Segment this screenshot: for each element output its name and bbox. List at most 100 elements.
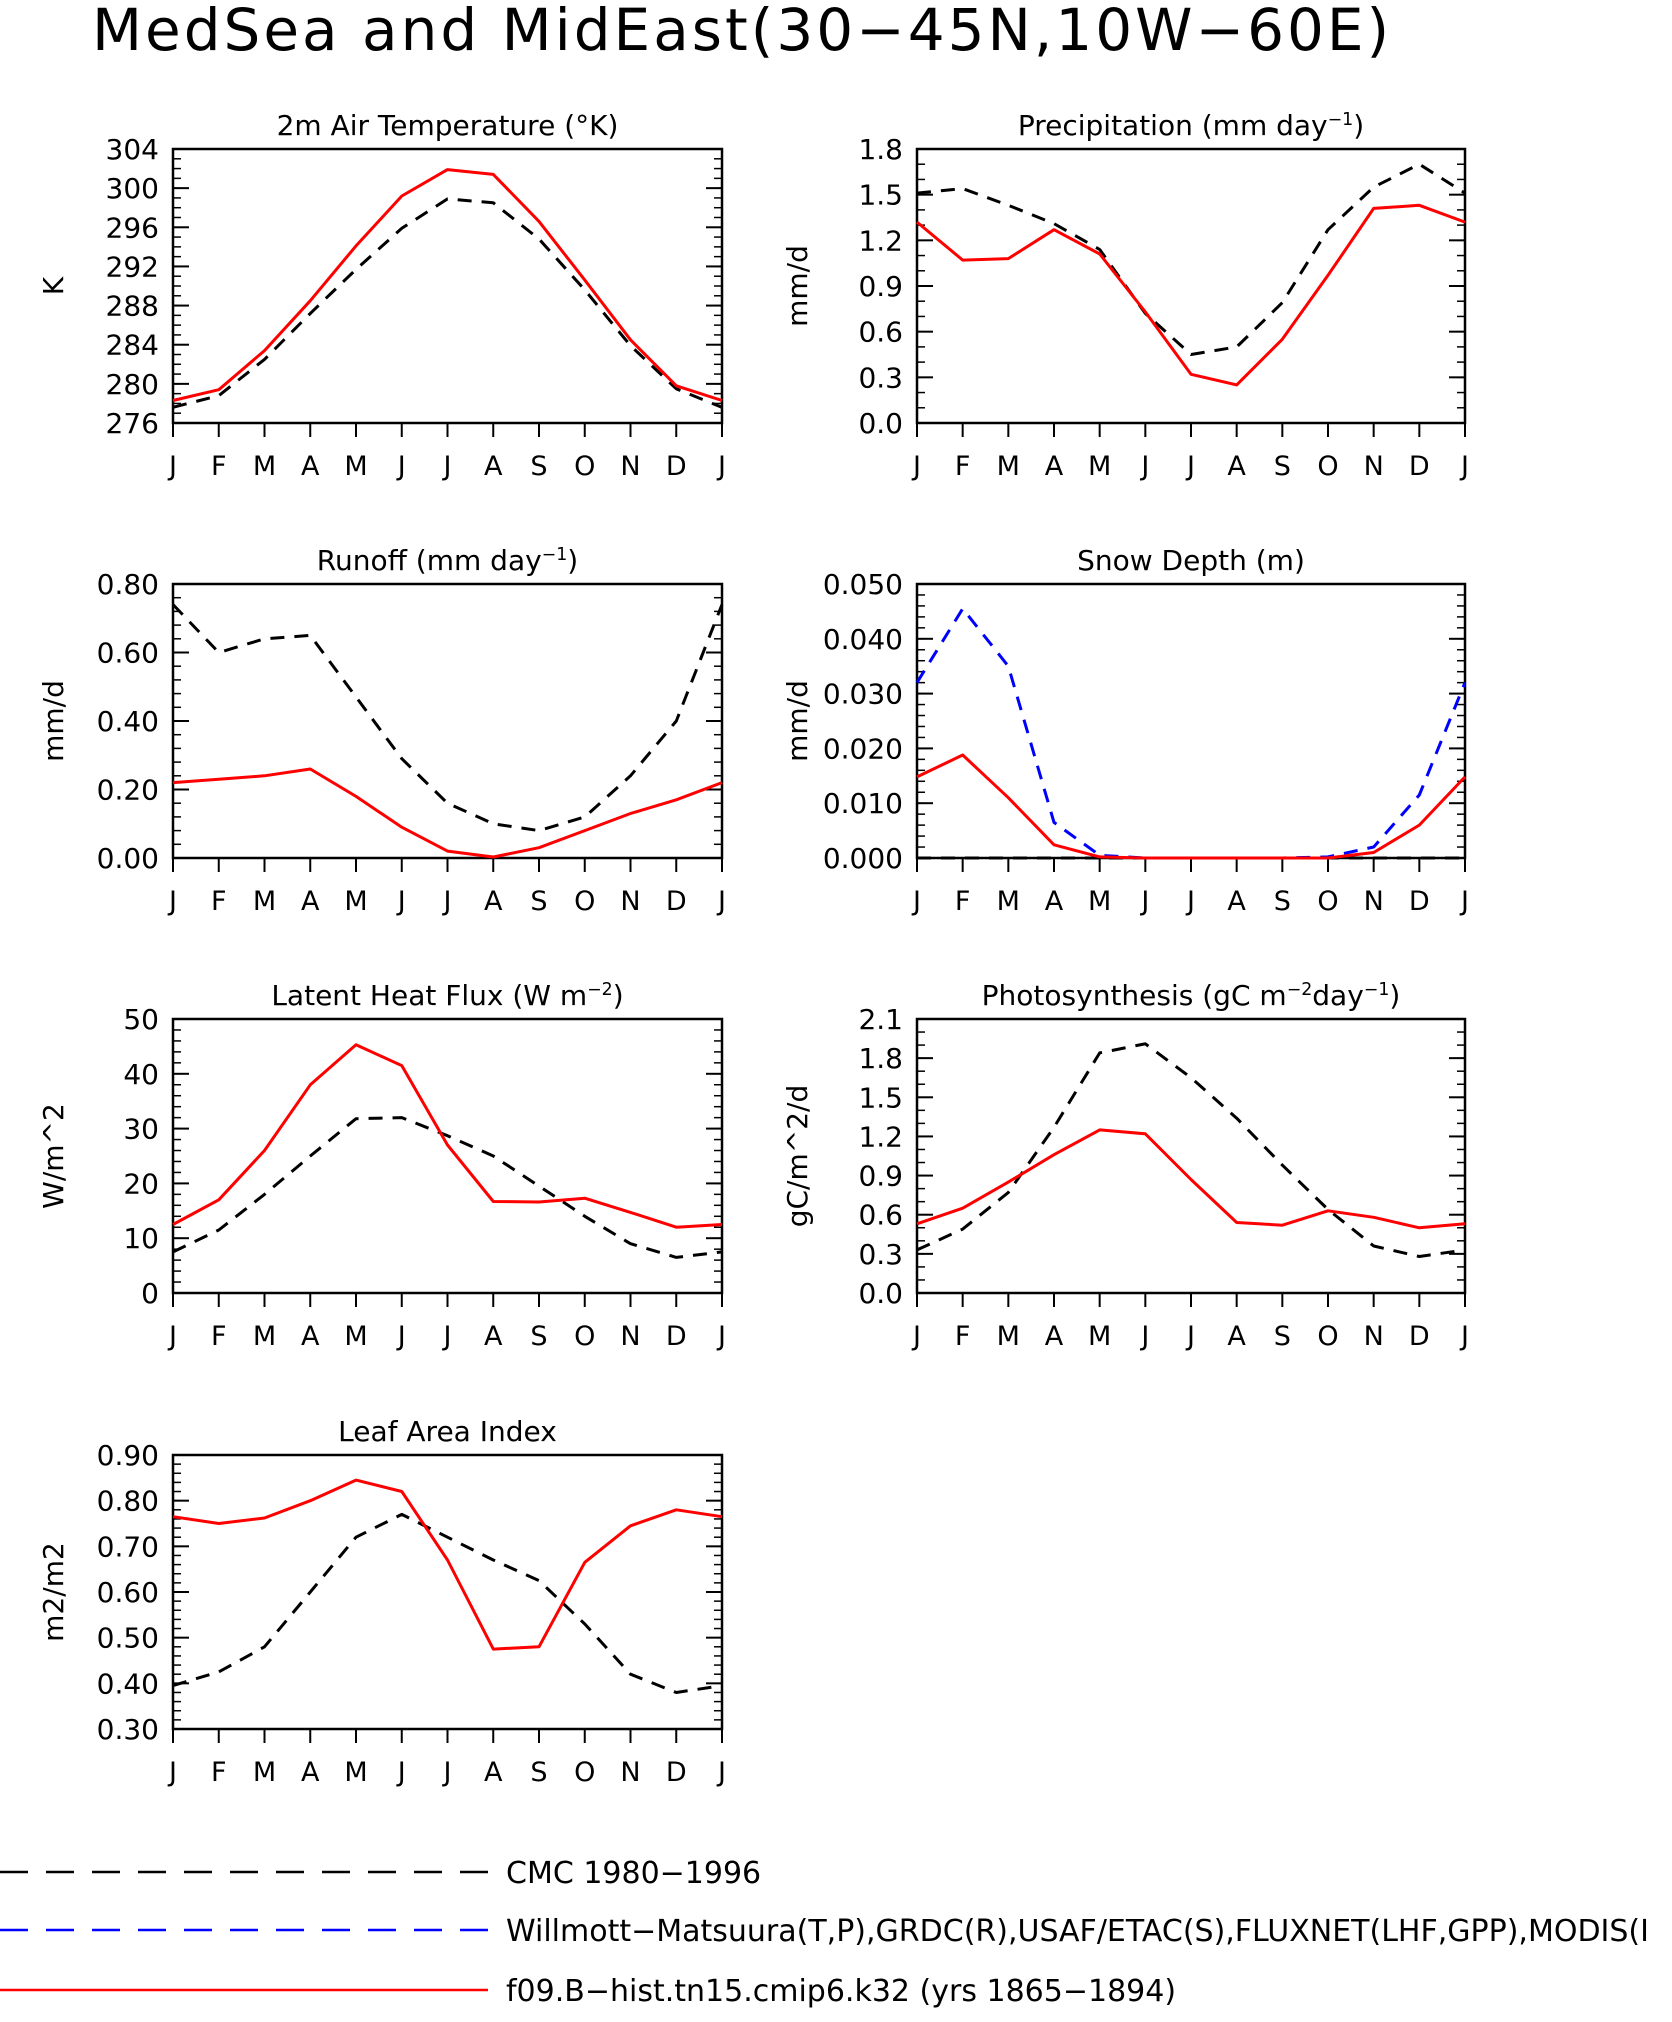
y-tick-label: 40 [123,1058,159,1091]
y-tick-label: 0.80 [97,1485,159,1518]
legend-label: CMC 1980−1996 [506,1856,761,1891]
y-tick-label: 292 [106,250,159,283]
x-tick-label: J [167,1321,177,1352]
x-tick-label: D [1409,451,1430,482]
series-line [915,607,1467,860]
panel-title: 2m Air Temperature (°K) [277,109,619,142]
series-line [916,162,1466,356]
x-tick-label: S [530,886,547,917]
x-tick-label: A [1227,451,1246,482]
series-line [172,1478,723,1651]
x-tick-label: D [1409,1321,1430,1352]
panel-title: Precipitation (mm day−1) [1018,109,1364,142]
x-tick-label: N [1364,1321,1384,1352]
y-tick-label: 0.50 [97,1622,159,1655]
x-tick-label: S [530,1321,547,1352]
y-tick-label: 50 [123,1003,159,1036]
x-tick-label: S [530,451,547,482]
y-tick-label: 0.60 [97,637,159,670]
y-tick-label: 0.90 [97,1439,159,1472]
x-tick-label: S [1274,451,1291,482]
x-tick-label: J [442,451,452,482]
plot-frame [171,1017,724,1295]
x-tick-label: J [396,1757,406,1788]
y-tick-label: 0.0 [858,407,903,440]
series-line [172,168,723,402]
x-tick-label: D [666,886,687,917]
y-tick-label: 0.70 [97,1530,159,1563]
y-tick-label: 0 [141,1277,159,1310]
x-tick-label: F [955,886,971,917]
x-tick-label: O [1317,886,1338,917]
chart-panel-6: 0.00.30.60.91.21.51.82.1J F M A M J J A S O N D JPho… [781,979,1469,1352]
x-tick-label: O [1317,1321,1338,1352]
series-line [916,1042,1466,1258]
x-tick-label: M [253,886,276,917]
x-tick-label: A [1227,886,1246,917]
x-tick-label: M [1088,1321,1111,1352]
y-tick-label: 30 [123,1113,159,1146]
x-tick-label: N [1364,886,1384,917]
x-tick-label: A [1045,451,1064,482]
figure-title: MedSea and MidEast(30−45N,10W−60E) [92,0,1392,64]
x-tick-label: F [955,451,971,482]
y-tick-label: 10 [123,1222,159,1255]
x-tick-label: J [396,451,406,482]
x-tick-label: M [997,886,1020,917]
x-tick-label: D [666,1757,687,1788]
y-tick-label: 0.9 [858,270,903,303]
y-tick-label: 2.1 [858,1003,903,1036]
legend-label: Willmott−Matsuura(T,P),GRDC(R),USAF/ETAC… [506,1914,1649,1949]
y-tick-label: 0.0 [858,1277,903,1310]
x-tick-label: J [911,451,921,482]
x-tick-label: F [955,1321,971,1352]
x-tick-label: J [1185,451,1195,482]
x-tick-label: J [1459,1321,1469,1352]
y-tick-label: 0.6 [858,316,903,349]
x-tick-label: O [1317,451,1338,482]
y-tick-label: 0.030 [823,678,903,711]
y-tick-label: 300 [106,172,159,205]
y-tick-label: 276 [106,407,159,440]
x-tick-label: N [620,451,640,482]
y-axis-label: gC/m^2/d [781,1085,814,1228]
y-tick-label: 1.2 [858,224,903,257]
y-tick-label: 0.040 [823,623,903,656]
y-tick-label: 304 [106,133,159,166]
x-tick-label: M [253,1757,276,1788]
x-tick-label: O [574,451,595,482]
y-axis-label: mm/d [781,245,814,327]
x-tick-label: O [574,886,595,917]
x-tick-label: M [344,1757,367,1788]
y-axis-label: mm/d [37,680,70,762]
x-tick-label: N [620,1757,640,1788]
plot-frame [915,1017,1467,1295]
x-tick-label: A [301,1321,320,1352]
x-tick-label: A [1227,1321,1246,1352]
series-line [916,753,1467,860]
y-tick-label: 1.5 [858,1081,903,1114]
plot-frame [915,582,1467,860]
x-tick-label: J [911,1321,921,1352]
y-axis-label: K [37,276,70,295]
x-tick-label: J [1139,886,1149,917]
x-tick-label: A [301,1757,320,1788]
x-tick-label: A [484,451,503,482]
x-tick-label: N [1364,451,1384,482]
x-tick-label: O [574,1757,595,1788]
chart-panel-2: 0.00.30.60.91.21.51.8J F M A M J J A S O N D JPrecip… [781,109,1469,482]
y-tick-label: 1.2 [858,1120,903,1153]
series-line [172,1043,723,1229]
x-tick-label: N [620,886,640,917]
x-tick-label: A [301,886,320,917]
y-tick-label: 0.00 [97,842,159,875]
plot-frame [915,147,1467,425]
panel-title: Runoff (mm day−1) [317,544,578,577]
x-tick-label: J [1185,886,1195,917]
y-axis-label: m2/m2 [37,1542,70,1642]
x-tick-label: J [1185,1321,1195,1352]
y-axis-label: W/m^2 [37,1103,70,1209]
y-tick-label: 0.000 [823,842,903,875]
legend: CMC 1980−1996 Willmott−Matsuura(T,P),GRDC… [0,1856,1649,2009]
